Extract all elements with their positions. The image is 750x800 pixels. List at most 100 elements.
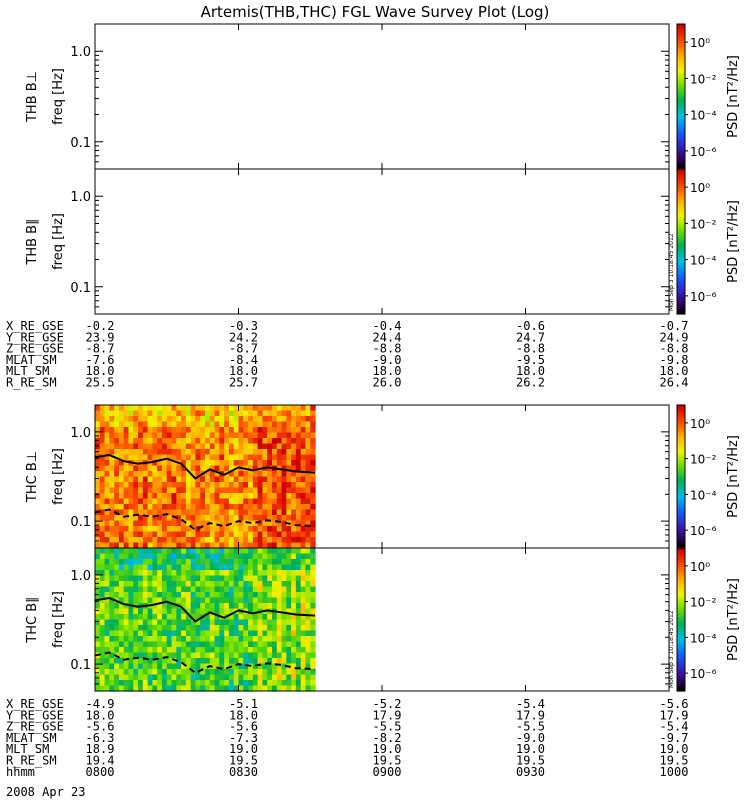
- spectrogram-cell: [243, 553, 249, 560]
- spectrogram-cell: [276, 663, 283, 670]
- spectrogram-cell: [295, 663, 302, 670]
- spectrogram-cell: [104, 597, 110, 604]
- spectrogram-cell: [205, 515, 211, 522]
- spectrogram-cell: [238, 526, 244, 533]
- spectrogram-cell: [238, 674, 244, 681]
- ephemeris-value: -8.4: [229, 353, 258, 367]
- spectrogram-cell: [209, 416, 216, 423]
- spectrogram-cell: [228, 608, 235, 615]
- spectrogram-cell: [214, 586, 220, 593]
- ephemeris-value: -5.4: [660, 720, 689, 734]
- spectrogram-cell: [238, 685, 244, 692]
- colorbar-step: [677, 120, 685, 124]
- spectrogram-cell: [195, 460, 201, 467]
- colorbar-step: [677, 82, 685, 86]
- spectrogram-cell: [161, 564, 168, 571]
- spectrogram-cell: [195, 504, 201, 511]
- spectrogram-cell: [233, 416, 240, 423]
- spectrogram-cell: [276, 476, 283, 483]
- spectrogram-cell: [262, 443, 268, 450]
- spectrogram-cell: [295, 674, 302, 681]
- spectrogram-cell: [114, 537, 120, 544]
- colorbar-step: [677, 669, 685, 673]
- spectrogram-cell: [295, 476, 302, 483]
- spectrogram-cell: [205, 652, 211, 659]
- spectrogram-cell: [300, 674, 307, 681]
- spectrogram-cell: [181, 537, 187, 544]
- spectrogram-cell: [200, 597, 206, 604]
- spectrogram-cell: [276, 531, 283, 538]
- colorbar-step: [677, 231, 685, 235]
- spectrogram-cell: [128, 449, 134, 456]
- spectrogram-cell: [257, 581, 264, 588]
- ephemeris-label: Z_RE_GSE: [6, 720, 64, 734]
- spectrogram-cell: [214, 559, 220, 566]
- spectrogram-cell: [262, 575, 268, 582]
- spectrogram-cell: [181, 520, 187, 527]
- spectrogram-cell: [257, 537, 264, 544]
- spectrogram-cell: [118, 410, 125, 417]
- spectrogram-cell: [276, 526, 283, 533]
- colorbar-step: [677, 108, 685, 112]
- spectrogram-cell: [291, 443, 297, 450]
- spectrogram-cell: [276, 460, 283, 467]
- spectrogram-cell: [248, 658, 254, 665]
- spectrogram-cell: [267, 520, 273, 527]
- spectrogram-cell: [181, 504, 187, 511]
- spectrogram-cell: [286, 427, 292, 434]
- spectrogram-cell: [228, 432, 235, 439]
- spectrogram-cell: [267, 427, 273, 434]
- spectrogram-cell: [271, 586, 278, 593]
- spectrogram-cell: [205, 498, 211, 505]
- spectrogram-cell: [181, 509, 187, 516]
- spectrogram-cell: [114, 641, 120, 648]
- spectrogram-cell: [147, 421, 153, 428]
- spectrogram-cell: [205, 625, 211, 632]
- spectrogram-cell: [161, 553, 168, 560]
- spectrogram-cell: [109, 564, 115, 571]
- spectrogram-cell: [224, 432, 230, 439]
- spectrogram-cell: [248, 581, 254, 588]
- colorbar-step: [677, 103, 685, 107]
- spectrogram-cell: [271, 564, 278, 571]
- spectrogram-cell: [300, 570, 307, 577]
- spectrogram-cell: [228, 658, 235, 665]
- spectrogram-cell: [118, 647, 125, 654]
- spectrogram-cell: [271, 531, 278, 538]
- spectrogram-cell: [118, 520, 125, 527]
- spectrogram-cell: [161, 581, 168, 588]
- spectrogram-cell: [310, 460, 316, 467]
- spectrogram-cell: [310, 663, 316, 670]
- spectrogram-cell: [152, 669, 158, 676]
- spectrogram-cell: [114, 438, 120, 445]
- spectrogram-cell: [305, 586, 311, 593]
- spectrogram-cell: [252, 509, 259, 516]
- spectrogram-cell: [219, 680, 225, 687]
- spectrogram-cell: [118, 465, 125, 472]
- spectrogram-cell: [300, 465, 307, 472]
- spectrogram-cell: [133, 487, 139, 494]
- spectrogram-cell: [190, 559, 197, 566]
- spectrogram-cell: [214, 416, 220, 423]
- spectrogram-cell: [243, 570, 249, 577]
- colorbar-step: [677, 457, 685, 461]
- spectrogram-cell: [104, 432, 110, 439]
- spectrogram-cell: [257, 460, 264, 467]
- spectrogram-cell: [214, 526, 220, 533]
- spectrogram-cell: [248, 619, 254, 626]
- spectrogram-cell: [257, 427, 264, 434]
- spectrogram-cell: [95, 537, 101, 544]
- spectrogram-cell: [295, 449, 302, 456]
- spectrogram-cell: [181, 559, 187, 566]
- spectrogram-cell: [176, 476, 182, 483]
- spectrogram-cell: [142, 449, 149, 456]
- spectrogram-cell: [147, 531, 153, 538]
- spectrogram-cell: [123, 449, 130, 456]
- spectrogram-cell: [95, 405, 101, 412]
- spectrogram-cell: [295, 597, 302, 604]
- spectrogram-cell: [138, 592, 144, 599]
- spectrogram-cell: [286, 438, 292, 445]
- spectrogram-cell: [271, 493, 278, 500]
- spectrogram-cell: [305, 482, 311, 489]
- spectrogram-cell: [157, 630, 163, 637]
